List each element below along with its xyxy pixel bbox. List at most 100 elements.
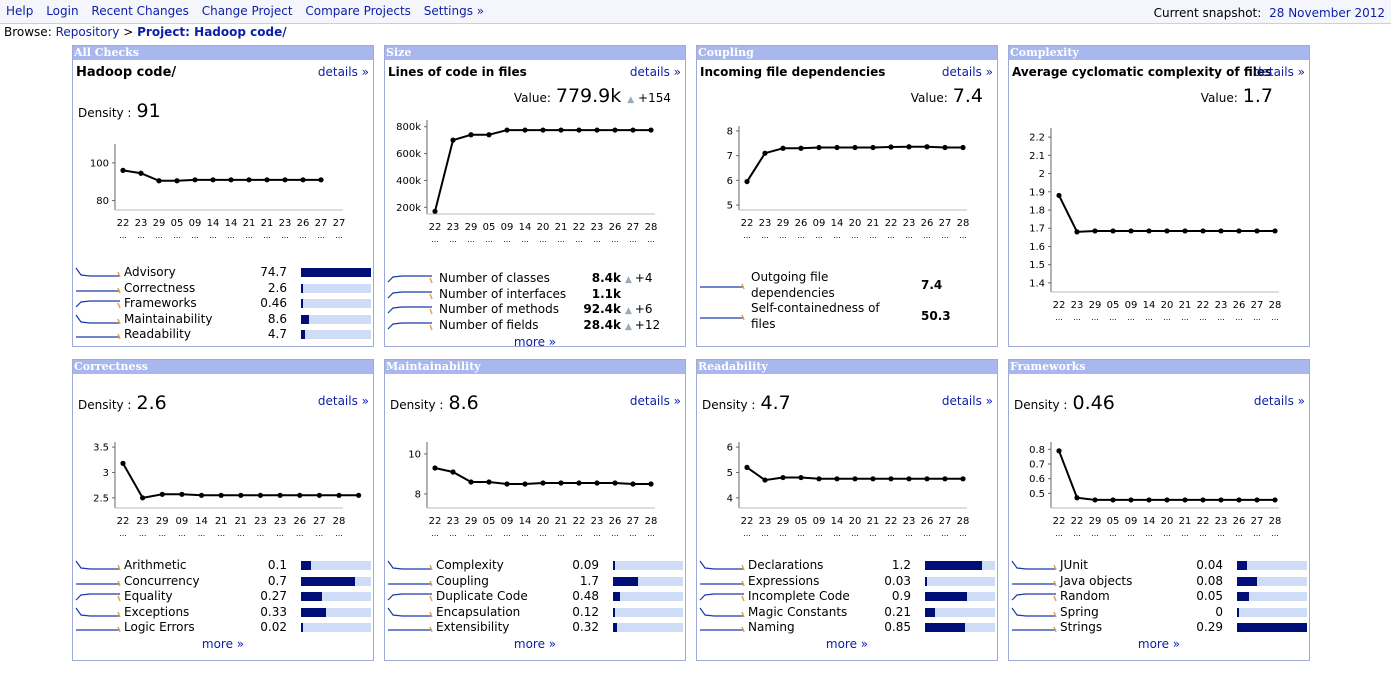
metric-name-link[interactable]: Spring <box>1060 604 1099 619</box>
x-tick-label: 22 <box>429 222 442 233</box>
stat-name-link[interactable]: Number of classes <box>439 271 550 285</box>
metric-row[interactable]: Coupling 1.7 <box>387 574 683 590</box>
value-number: 7.4 <box>952 85 983 107</box>
metric-name-link[interactable]: Complexity <box>436 558 504 572</box>
sparkline-trace <box>387 290 432 299</box>
stat-name-link[interactable]: Number of fields <box>439 317 539 332</box>
metric-name-link[interactable]: Extensibility <box>436 620 510 635</box>
settings-link[interactable]: Settings » <box>423 4 485 18</box>
metric-row[interactable]: Random 0.05 <box>1011 589 1307 605</box>
metric-name-link[interactable]: Strings <box>1060 620 1103 635</box>
metric-name-link[interactable]: Declarations <box>748 558 824 572</box>
metric-row[interactable]: Declarations 1.2 <box>699 558 995 574</box>
stat-row[interactable]: Number of classes 8.4k ▲ +4 <box>387 271 683 287</box>
metric-name-link[interactable]: Correctness <box>124 280 196 295</box>
metric-name-link[interactable]: Coupling <box>436 573 489 588</box>
stat-row[interactable]: Number of fields 28.4k ▲ +12 <box>387 318 683 334</box>
metric-name-link[interactable]: Naming <box>748 620 795 635</box>
more-link[interactable]: more » <box>201 637 245 651</box>
metric-name-link[interactable]: JUnit <box>1060 558 1088 572</box>
metric-row[interactable]: Encapsulation 0.12 <box>387 605 683 621</box>
metric-row[interactable]: Duplicate Code 0.48 <box>387 589 683 605</box>
stat-name-link[interactable]: Outgoing file dependencies <box>751 270 835 300</box>
x-tick-label: 27 <box>313 516 326 527</box>
metric-row[interactable]: Incomplete Code 0.9 <box>699 589 995 605</box>
details-link[interactable]: details » <box>317 65 369 79</box>
metric-name-link[interactable]: Advisory <box>124 265 176 279</box>
metric-row[interactable]: Maintainability 8.6 <box>75 312 371 328</box>
stat-name-link[interactable]: Number of methods <box>439 302 559 317</box>
data-point <box>594 480 600 486</box>
metric-row[interactable]: Arithmetic 0.1 <box>75 558 371 574</box>
metric-row[interactable]: Logic Errors 0.02 <box>75 620 371 636</box>
x-tick-ellipsis: ... <box>905 231 913 240</box>
metric-name-link[interactable]: Maintainability <box>124 311 213 326</box>
metric-name-link[interactable]: Logic Errors <box>124 620 195 635</box>
metric-row[interactable]: Frameworks 0.46 <box>75 296 371 312</box>
metric-row[interactable]: Concurrency 0.7 <box>75 574 371 590</box>
x-tick-label: 21 <box>1179 300 1192 311</box>
breadcrumb-project-link[interactable]: Project: Hadoop code/ <box>137 25 287 39</box>
breadcrumb-repository-link[interactable]: Repository <box>55 25 120 39</box>
metric-name-link[interactable]: Java objects <box>1060 573 1133 588</box>
x-tick-label: 21 <box>1179 516 1192 527</box>
stat-name-link[interactable]: Self-containedness of files <box>751 301 880 331</box>
stat-row[interactable]: Number of interfaces 1.1k <box>387 287 683 303</box>
metric-row[interactable]: Strings 0.29 <box>1011 620 1307 636</box>
metric-row[interactable]: Java objects 0.08 <box>1011 574 1307 590</box>
data-point <box>228 177 234 183</box>
snapshot-date-link[interactable]: 28 November 2012 <box>1269 6 1385 20</box>
sparkline-end-mark <box>741 314 745 321</box>
more-link[interactable]: more » <box>513 637 557 651</box>
help-link[interactable]: Help <box>6 4 34 18</box>
metric-row[interactable]: Expressions 0.03 <box>699 574 995 590</box>
metric-row[interactable]: Extensibility 0.32 <box>387 620 683 636</box>
metric-name-link[interactable]: Expressions <box>748 573 820 588</box>
data-point <box>798 145 804 151</box>
stat-row[interactable]: Self-containedness of files 50.3 <box>699 301 995 332</box>
sparkline-end-mark <box>1053 611 1057 618</box>
metric-name-link[interactable]: Encapsulation <box>436 604 521 619</box>
details-link[interactable]: details » <box>317 394 369 408</box>
metric-name-link[interactable]: Arithmetic <box>124 558 187 572</box>
recent-changes-link[interactable]: Recent Changes <box>91 4 189 18</box>
login-link[interactable]: Login <box>46 4 79 18</box>
details-link[interactable]: details » <box>1253 65 1305 79</box>
metric-name-link[interactable]: Magic Constants <box>748 604 848 619</box>
metric-name-link[interactable]: Readability <box>124 327 191 342</box>
details-link[interactable]: details » <box>1253 394 1305 408</box>
compare-projects-link[interactable]: Compare Projects <box>305 4 411 18</box>
details-link[interactable]: details » <box>941 65 993 79</box>
y-tick-label: 0.7 <box>1029 460 1045 471</box>
metric-row[interactable]: Exceptions 0.33 <box>75 605 371 621</box>
metric-row[interactable]: Advisory 74.7 <box>75 265 371 281</box>
data-point <box>522 481 528 487</box>
details-link[interactable]: details » <box>629 65 681 79</box>
more-link[interactable]: more » <box>1137 637 1181 651</box>
metric-name-link[interactable]: Random <box>1060 589 1110 604</box>
metric-name-link[interactable]: Concurrency <box>124 573 200 588</box>
more-link[interactable]: more » <box>825 637 869 651</box>
details-link[interactable]: details » <box>629 394 681 408</box>
metric-row[interactable]: Correctness 2.6 <box>75 281 371 297</box>
stat-row[interactable]: Outgoing file dependencies 7.4 <box>699 270 995 301</box>
metric-row[interactable]: JUnit 0.04 <box>1011 558 1307 574</box>
metric-name-link[interactable]: Exceptions <box>124 604 190 619</box>
metric-row[interactable]: Magic Constants 0.21 <box>699 605 995 621</box>
metric-row[interactable]: Equality 0.27 <box>75 589 371 605</box>
more-link[interactable]: more » <box>513 335 557 349</box>
metric-row[interactable]: Spring 0 <box>1011 605 1307 621</box>
metric-name-link[interactable]: Duplicate Code <box>436 589 528 604</box>
stat-value: 28.4k <box>583 317 621 332</box>
details-link[interactable]: details » <box>941 394 993 408</box>
metric-name-link[interactable]: Frameworks <box>124 296 197 311</box>
change-project-link[interactable]: Change Project <box>201 4 293 18</box>
stat-name-link[interactable]: Number of interfaces <box>439 286 567 301</box>
stat-row[interactable]: Number of methods 92.4k ▲ +6 <box>387 302 683 318</box>
metric-row[interactable]: Readability 4.7 <box>75 327 371 343</box>
data-point <box>198 492 205 498</box>
metric-name-link[interactable]: Equality <box>124 589 173 604</box>
metric-row[interactable]: Naming 0.85 <box>699 620 995 636</box>
metric-name-link[interactable]: Incomplete Code <box>748 589 850 604</box>
metric-row[interactable]: Complexity 0.09 <box>387 558 683 574</box>
